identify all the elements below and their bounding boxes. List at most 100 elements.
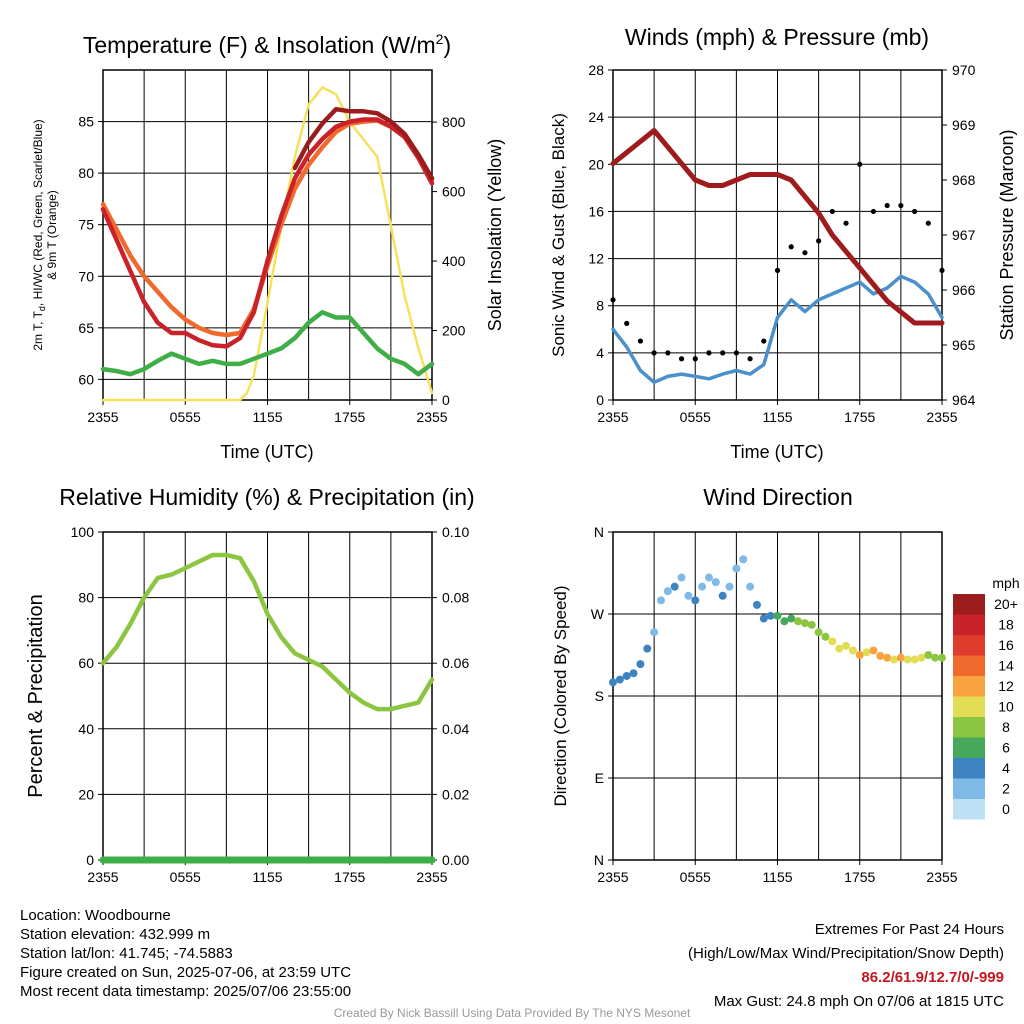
wind-gust-point [610,297,616,303]
dir-point [938,653,946,662]
dir-point [814,628,823,637]
wind-gust-point [720,350,726,356]
temp-ytick-right-label: 200 [442,323,466,339]
dir-ytick-label: S [595,688,604,704]
wind-ytick-right-label: 966 [952,282,976,298]
dir-xtick-label: 1755 [844,869,875,885]
extremes-title: Extremes For Past 24 Hours [814,921,1004,938]
wind-ytick-label: 8 [596,298,604,314]
rh-xtick-label: 2355 [87,869,118,885]
dir-xtick-label: 1155 [762,869,792,885]
wind-gust-point [678,356,685,362]
wind-gust-point [788,244,794,250]
temp-ytick-label: 65 [78,320,94,336]
wind-gust-point [651,350,657,356]
dir-point [800,619,809,628]
dir-ytick-label: W [591,606,605,622]
temp-ytick-right-label: 0 [442,392,450,408]
rh-ylabel-left: Percent & Precipitation [25,594,47,797]
dir-point [691,596,700,605]
dir-point [828,637,837,646]
dir-point [890,655,899,664]
wind-ytick-right-label: 964 [952,392,976,408]
dir-point [855,651,864,659]
dir-xtick-label: 2355 [926,869,957,885]
temp-series-solar-insolation [101,86,434,402]
wind-title: Winds (mph) & Pressure (mb) [625,24,929,50]
temp-xlabel: Time (UTC) [220,442,313,462]
wind-ytick-right-label: 967 [952,227,976,243]
wind-ytick-label: 16 [588,203,604,219]
dir-point [609,678,617,687]
wind-ytick-right-label: 968 [952,172,976,188]
temp-ylabel-line2: & 9m T (Orange) [45,190,59,280]
wind-ytick-label: 20 [588,156,604,172]
dir-point [711,578,720,587]
dir-point [629,669,638,678]
dir-point [794,617,803,626]
wind-gust-point [911,208,918,215]
wind-gust-point [857,161,863,167]
dir-point [848,646,857,655]
rh-ytick-right-label: 0.08 [442,590,469,606]
wind-ytick-label: 12 [588,251,604,267]
dir-point [869,646,878,655]
dir-point [698,582,707,591]
dir-point [684,591,693,600]
temp-xtick-label: 2355 [416,409,447,425]
dir-title: Wind Direction [703,484,853,510]
temp-ytick-label: 75 [78,217,94,233]
colorbar-swatch [953,655,985,676]
dir-point [807,620,816,629]
dir-point [910,655,919,664]
wind-ytick-label: 28 [588,62,604,78]
colorbar-swatch [953,676,985,697]
rh-ytick-right-label: 0.02 [442,786,469,802]
rh-ytick-label: 60 [78,655,94,671]
colorbar-label: 6 [1002,740,1010,756]
wind-series-station-pressure [610,128,945,326]
wind-gust-point [665,350,671,356]
dir-point [615,675,624,684]
dir-point [773,611,782,620]
wind-ytick-right-label: 970 [952,62,976,78]
dir-point [787,614,796,623]
dir-point [752,600,761,609]
dir-point [636,660,645,669]
latlon-text: Station lat/lon: 41.745; -74.5883 [20,945,233,962]
colorbar-label: 20+ [994,596,1018,612]
dir-xtick-label: 0555 [680,869,711,885]
colorbar-label: 10 [998,699,1014,715]
colorbar-swatch [953,594,985,615]
wind-xtick-label: 0555 [680,409,711,425]
dir-point [821,632,830,641]
rh-ytick-right-label: 0.10 [442,524,469,540]
dir-point [725,582,734,591]
colorbar-label: 8 [1002,719,1010,735]
extremes-subtitle: (High/Low/Max Wind/Precipitation/Snow De… [688,945,1004,962]
temp-ytick-label: 60 [78,371,94,387]
dir-point [677,573,686,582]
wind-gust-point [637,338,644,344]
dir-point [718,591,727,600]
rh-xtick-label: 0555 [170,869,201,885]
dir-xtick-label: 2355 [597,869,628,885]
wind-ytick-label: 0 [596,392,604,408]
dir-point [643,644,652,653]
temp-ytick-right-label: 600 [442,184,466,200]
temp-series-hi-wc [292,106,435,181]
temp-xtick-label: 1155 [252,409,282,425]
colorbar-label: 12 [998,678,1014,694]
wind-xtick-label: 2355 [926,409,957,425]
dir-ytick-label: N [594,852,604,868]
temp-series-2m-t [100,117,435,349]
dir-point [759,614,768,623]
rh-xtick-label: 1155 [252,869,282,885]
colorbar-label: 16 [998,637,1014,653]
created-text: Figure created on Sun, 2025-07-06, at 23… [20,964,352,981]
dir-ytick-label: N [594,524,604,540]
temp-ytick-label: 70 [78,268,94,284]
temp-xtick-label: 1755 [334,409,365,425]
temp-xtick-label: 2355 [87,409,118,425]
